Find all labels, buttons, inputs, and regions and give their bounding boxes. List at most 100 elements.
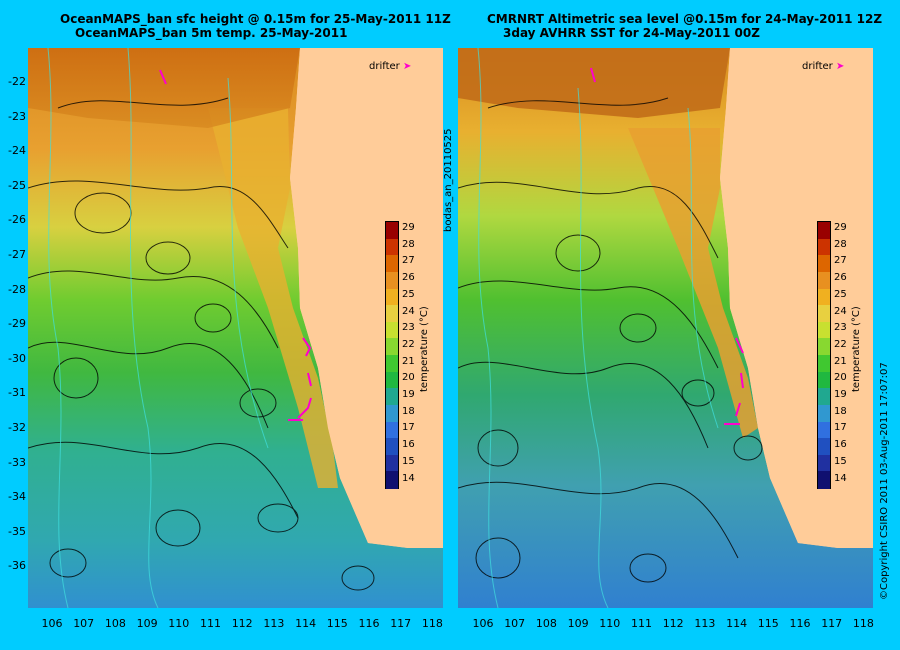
colorbar-swatch [386, 388, 398, 407]
x-axis-label: 116 [358, 617, 380, 630]
sea-surface-temperature-field [28, 48, 443, 608]
x-axis-label: 116 [789, 617, 811, 630]
drifter-legend-right: drifter ➤ [802, 61, 844, 72]
y-axis-label: -29 [8, 317, 26, 331]
colorbar-tick-label: 27 [834, 255, 847, 267]
y-axis-label: -35 [8, 524, 26, 538]
colorbar-swatch [386, 404, 398, 423]
colorbar-swatch [818, 321, 830, 340]
x-axis-label: 106 [472, 617, 494, 630]
colorbar-tick-label: 19 [402, 389, 415, 400]
colorbar-tick-label: 22 [834, 338, 847, 350]
colorbar-swatch [386, 305, 398, 324]
x-axis-label: 118 [421, 617, 443, 630]
colorbar-tick-label: 25 [834, 288, 847, 300]
x-axis-label: 114 [726, 617, 748, 630]
colorbar-tick-label: 29 [834, 222, 847, 233]
colorbar-title-right: temperature (°C) [851, 306, 862, 392]
x-axis-label: 111 [200, 617, 221, 630]
y-axis-label: -28 [8, 282, 26, 296]
y-axis-label: -31 [8, 386, 26, 400]
colorbar-swatch [386, 471, 398, 490]
colorbar-swatch [818, 371, 830, 390]
colorbar-tick-label: 28 [834, 238, 847, 250]
y-axis-label: -23 [8, 109, 26, 123]
x-axis-label: 112 [231, 617, 253, 630]
colorbar-tick-label: 27 [402, 255, 415, 267]
y-axis-label: -24 [8, 144, 26, 158]
colorbar-tick-label: 14 [402, 472, 415, 484]
colorbar-tick-label: 14 [834, 472, 847, 484]
x-axis-label: 117 [821, 617, 843, 630]
y-axis-label: -22 [8, 75, 26, 88]
colorbar-tick-label: 24 [834, 305, 847, 317]
x-axis-label: 108 [535, 617, 557, 630]
colorbar-tick-label: 17 [402, 422, 415, 434]
x-axis-label: 106 [41, 617, 63, 630]
colorbar-tick-label: 28 [402, 238, 415, 250]
x-axis-label: 117 [390, 617, 412, 630]
x-axis-label: 108 [104, 617, 126, 630]
colorbar-swatch [818, 421, 830, 440]
colorbar-tick-label: 19 [834, 389, 847, 400]
colorbar-tick-label: 23 [834, 322, 847, 334]
x-axis-label: 115 [326, 617, 348, 630]
colorbar-swatch [818, 338, 830, 357]
colorbar-swatch [818, 238, 830, 257]
y-axis-label: -32 [8, 421, 26, 434]
colorbar-swatch [818, 222, 830, 240]
left-map-svg [27, 47, 443, 609]
left-title-line2: OceanMAPS_ban 5m temp. 25-May-2011 [75, 26, 348, 40]
colorbar-tick-label: 26 [402, 272, 415, 284]
y-axis-label: -26 [8, 213, 26, 227]
x-axis-label: 110 [168, 617, 190, 630]
colorbar-tick-label: 24 [402, 305, 415, 317]
left-map-panel [27, 47, 443, 609]
colorbar-tick-label: 18 [402, 405, 415, 417]
land-mass [290, 48, 443, 548]
colorbar-tick-label: 16 [402, 439, 415, 451]
colorbar-swatch [386, 255, 398, 274]
colorbar-tick-label: 29 [402, 222, 415, 233]
colorbar-tick-label: 23 [402, 322, 415, 334]
colorbar-swatch [818, 305, 830, 324]
colorbar-tick-label: 25 [402, 288, 415, 300]
colorbar-tick-label: 20 [834, 372, 847, 384]
colorbar-swatch [818, 438, 830, 457]
left-title-line1: OceanMAPS_ban sfc height @ 0.15m for 25-… [60, 12, 451, 26]
colorbar-swatch [386, 371, 398, 390]
colorbar-swatch [386, 271, 398, 290]
drifter-legend-label: drifter [369, 61, 400, 72]
x-axis-label: 113 [263, 617, 285, 630]
colorbar-tick-label: 22 [402, 338, 415, 350]
x-axis-label: 111 [631, 617, 652, 630]
colorbar-tick-label: 21 [402, 355, 415, 367]
land-mass-right [720, 48, 873, 548]
colorbar-tick-label: 21 [834, 355, 847, 367]
x-axis-label: 110 [599, 617, 621, 630]
x-axis-label: 109 [136, 617, 158, 630]
right-title-line1: CMRNRT Altimetric sea level @0.15m for 2… [487, 12, 883, 26]
colorbar-tick-label: 15 [402, 455, 415, 467]
colorbar-swatch [818, 288, 830, 307]
y-axis-label: -25 [8, 178, 26, 192]
x-axis-label: 115 [757, 617, 779, 630]
analysis-id-label: bodas_an_20110525 [443, 128, 454, 232]
colorbar-tick-label: 16 [834, 439, 847, 451]
drifter-tracks-right [590, 67, 744, 425]
copyright-label: ©Copyright CSIRO 2011 03-Aug-2011 17:07:… [879, 362, 890, 600]
colorbar-swatch [386, 288, 398, 307]
colorbar-swatch [386, 421, 398, 440]
colorbar-swatch [386, 338, 398, 357]
colorbar-swatch [818, 271, 830, 290]
colorbar-swatch [818, 255, 830, 274]
y-axis-label: -33 [8, 455, 26, 469]
colorbar-title-left: temperature (°C) [419, 306, 430, 392]
right-map-panel [457, 47, 873, 609]
right-title-line2: 3day AVHRR SST for 24-May-2011 00Z [503, 26, 760, 40]
x-axis-label: 112 [662, 617, 684, 630]
colorbar-swatch [386, 238, 398, 257]
colorbar-swatch [386, 454, 398, 473]
colorbar-swatch [386, 321, 398, 340]
y-axis-label: -34 [8, 490, 26, 504]
